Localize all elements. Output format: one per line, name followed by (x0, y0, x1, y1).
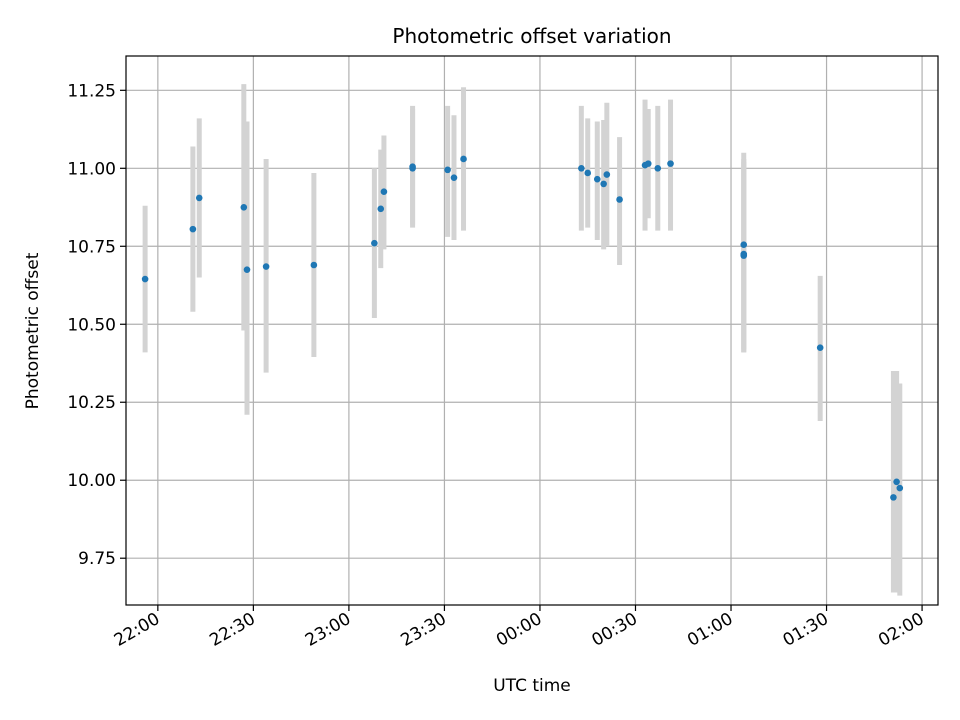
data-point (600, 180, 607, 188)
data-points (141, 155, 904, 501)
y-tick-label: 11.25 (67, 81, 116, 101)
data-point (890, 494, 897, 501)
x-axis-title: UTC time (493, 676, 571, 696)
data-point (377, 205, 385, 213)
data-point (667, 160, 674, 167)
data-point (262, 263, 270, 270)
data-point (740, 252, 748, 259)
data-point (444, 166, 451, 174)
data-point (450, 174, 458, 181)
data-point (310, 261, 318, 269)
data-point (593, 175, 601, 183)
data-point (616, 196, 623, 203)
data-point (141, 275, 149, 283)
data-point (740, 241, 748, 249)
y-tick-label: 10.50 (67, 315, 116, 335)
grid (126, 56, 938, 605)
y-tick-label: 10.75 (67, 237, 116, 257)
data-point (603, 171, 611, 178)
data-point (189, 225, 197, 233)
data-point (654, 164, 662, 172)
y-tick-label: 10.25 (67, 393, 116, 413)
plot-frame (125, 55, 939, 606)
data-point (195, 194, 203, 202)
data-point (409, 163, 416, 171)
data-point (816, 344, 824, 351)
y-axis-title: Photometric offset (23, 252, 43, 409)
data-point (896, 484, 904, 492)
y-tick-label: 9.75 (78, 549, 116, 569)
y-axis: 9.75 10.00 10.25 10.50 10.75 11.00 11.25 (67, 81, 126, 569)
data-point (578, 164, 585, 172)
data-point (584, 169, 592, 177)
data-point (644, 160, 652, 167)
y-tick-label: 10.00 (67, 471, 116, 491)
data-point (460, 155, 467, 163)
data-point (243, 266, 251, 273)
data-point (380, 188, 388, 195)
y-tick-label: 11.00 (67, 159, 116, 179)
data-point (240, 203, 248, 211)
data-point (893, 478, 900, 486)
chart-title: Photometric offset variation (392, 24, 671, 48)
data-point (371, 239, 378, 247)
